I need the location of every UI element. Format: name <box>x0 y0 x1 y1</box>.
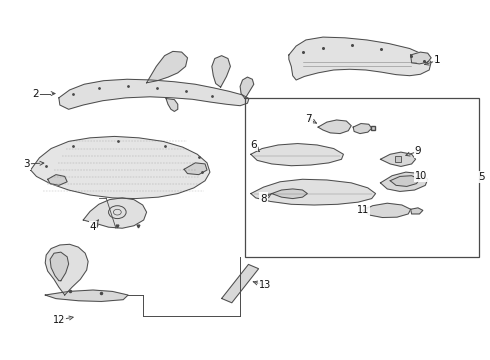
Text: 7: 7 <box>305 113 312 123</box>
Polygon shape <box>240 77 254 99</box>
Text: 9: 9 <box>415 147 421 157</box>
Polygon shape <box>251 179 375 205</box>
Text: 8: 8 <box>260 194 267 203</box>
Text: 2: 2 <box>32 89 39 99</box>
Circle shape <box>114 209 121 215</box>
Polygon shape <box>380 172 428 192</box>
Polygon shape <box>212 56 230 87</box>
Polygon shape <box>380 152 416 166</box>
Polygon shape <box>50 252 69 281</box>
Text: 1: 1 <box>434 55 441 65</box>
Text: 10: 10 <box>415 171 427 181</box>
Polygon shape <box>390 176 419 186</box>
Polygon shape <box>221 265 259 303</box>
Polygon shape <box>83 198 147 228</box>
Bar <box>245 98 479 257</box>
Polygon shape <box>353 123 372 134</box>
Polygon shape <box>251 144 343 166</box>
Text: 12: 12 <box>53 315 65 325</box>
Polygon shape <box>48 175 67 185</box>
Text: 4: 4 <box>90 222 97 232</box>
Polygon shape <box>166 99 178 111</box>
Text: 5: 5 <box>478 172 485 182</box>
Polygon shape <box>45 244 88 295</box>
Text: 11: 11 <box>357 205 369 215</box>
Text: 6: 6 <box>250 140 257 150</box>
Polygon shape <box>411 208 423 214</box>
Polygon shape <box>30 136 210 199</box>
Polygon shape <box>363 203 411 217</box>
Polygon shape <box>45 290 128 301</box>
Polygon shape <box>272 189 307 199</box>
Polygon shape <box>184 163 207 175</box>
Polygon shape <box>59 79 249 109</box>
Text: 3: 3 <box>24 159 30 169</box>
Polygon shape <box>289 37 431 80</box>
Polygon shape <box>318 120 351 134</box>
Polygon shape <box>147 51 188 83</box>
Polygon shape <box>411 52 431 64</box>
Text: 13: 13 <box>259 280 271 291</box>
